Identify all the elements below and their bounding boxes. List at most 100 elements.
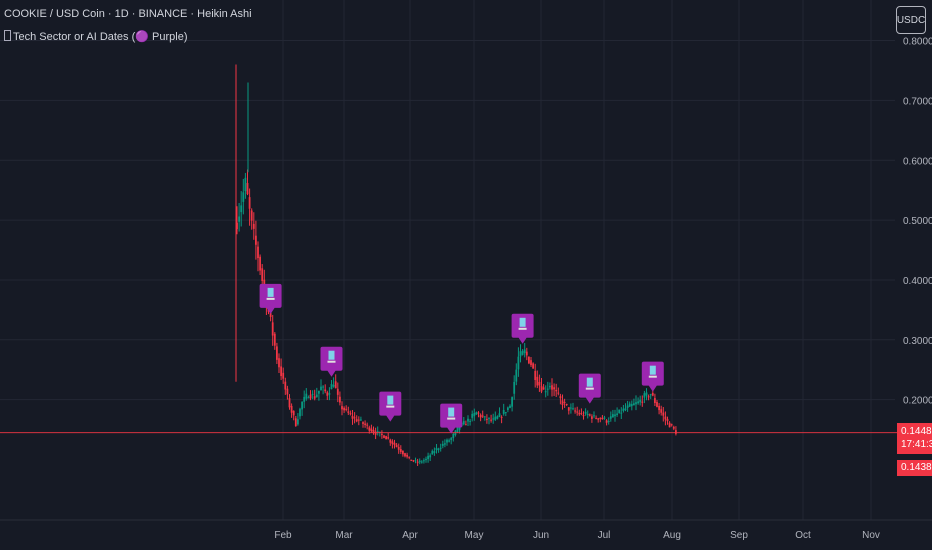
candle-body: [511, 397, 513, 407]
candle-body: [458, 427, 461, 430]
candle-body: [618, 409, 621, 414]
ai-date-marker[interactable]: [379, 391, 402, 422]
candle-body: [622, 408, 625, 411]
ai-date-marker[interactable]: [440, 403, 463, 434]
y-tick-label: 0.5000: [903, 216, 932, 227]
candle-body: [278, 358, 280, 368]
ai-date-marker[interactable]: [320, 346, 343, 377]
candle-body: [534, 371, 537, 381]
candle-body: [292, 410, 295, 416]
candle-body: [357, 419, 360, 421]
candle-body: [309, 394, 312, 399]
candle-body: [668, 422, 671, 428]
candle-body: [465, 424, 467, 426]
candle-body: [433, 451, 436, 453]
candle-body: [406, 454, 408, 457]
candle-body: [364, 423, 366, 425]
candle-body: [567, 407, 570, 411]
candle-body: [257, 246, 259, 259]
candle-body: [355, 419, 358, 422]
x-tick-label: Nov: [862, 530, 880, 541]
candle-body: [244, 177, 247, 192]
candle-body: [656, 402, 658, 407]
y-tick-label: 0.7000: [903, 96, 932, 107]
candle-body: [672, 426, 675, 429]
candle-body: [599, 417, 602, 419]
candle-body: [429, 455, 432, 458]
candle-body: [492, 418, 495, 420]
ai-date-marker[interactable]: [259, 283, 282, 314]
candle-body: [649, 394, 652, 396]
candle-body: [418, 460, 421, 463]
candle-body: [351, 415, 354, 419]
ai-date-marker[interactable]: [641, 361, 664, 392]
candle-body: [290, 405, 293, 413]
ai-date-marker[interactable]: [511, 313, 534, 344]
candle-body: [582, 415, 585, 417]
candle-body: [315, 394, 318, 397]
candle-body: [311, 393, 314, 395]
candle-body: [609, 416, 612, 419]
mobile-phone-icon: [649, 365, 656, 375]
indicator-legend[interactable]: Tech Sector or AI Dates (🟣 Purple): [4, 30, 188, 43]
candle-body: [647, 396, 650, 398]
candle-body: [397, 446, 400, 450]
chart-title: COOKIE / USD Coin · 1D · BINANCE · Heiki…: [4, 8, 252, 20]
candle-body: [544, 391, 547, 393]
candle-body: [305, 393, 308, 399]
candle-body: [645, 392, 648, 396]
candle-body: [620, 412, 623, 414]
candle-body: [416, 461, 419, 463]
candle-body: [303, 396, 306, 402]
candle-body: [387, 437, 390, 439]
candle-body: [538, 381, 541, 386]
candle-body: [444, 443, 446, 445]
candle-body: [654, 398, 656, 404]
ai-date-marker[interactable]: [578, 373, 601, 404]
candle-body: [425, 458, 427, 461]
candle-body: [660, 409, 663, 413]
candle-body: [591, 416, 593, 419]
candle-body: [301, 401, 303, 410]
candle-body: [471, 413, 474, 418]
candle-body: [435, 448, 438, 451]
candle-body: [601, 417, 604, 420]
candle-body: [385, 436, 387, 440]
candle-body: [561, 400, 564, 406]
candle-body: [328, 393, 331, 395]
marker-icon-base: [266, 297, 275, 300]
indicator-icon: [4, 30, 11, 41]
candle-body: [427, 455, 429, 460]
candle-body: [368, 427, 371, 431]
candle-body: [624, 408, 627, 410]
candle-body: [641, 401, 644, 403]
candle-body: [546, 388, 549, 390]
candle-body: [343, 407, 345, 411]
candle-body: [513, 381, 516, 394]
candle-body: [651, 393, 654, 396]
candle-body: [349, 413, 352, 415]
candle-body: [276, 346, 278, 360]
mobile-phone-icon: [267, 287, 274, 297]
candle-body: [452, 433, 455, 439]
candle-body: [238, 216, 240, 222]
candle-body: [286, 388, 289, 395]
candle-body: [504, 412, 507, 414]
candle-body: [334, 381, 337, 389]
candle-body: [584, 411, 587, 414]
candle-body: [666, 418, 669, 422]
candle-body: [467, 418, 469, 422]
candle-body: [332, 384, 335, 387]
mobile-phone-icon: [328, 350, 335, 360]
candle-body: [381, 433, 383, 435]
x-tick-label: Apr: [402, 530, 418, 541]
y-tick-label: 0.4000: [903, 276, 932, 287]
candle-body: [252, 223, 255, 229]
currency-button[interactable]: USDC: [896, 6, 926, 34]
candle-body: [517, 356, 520, 370]
mobile-phone-icon: [519, 317, 526, 327]
candle-body: [521, 350, 524, 355]
candle-body: [423, 460, 425, 462]
